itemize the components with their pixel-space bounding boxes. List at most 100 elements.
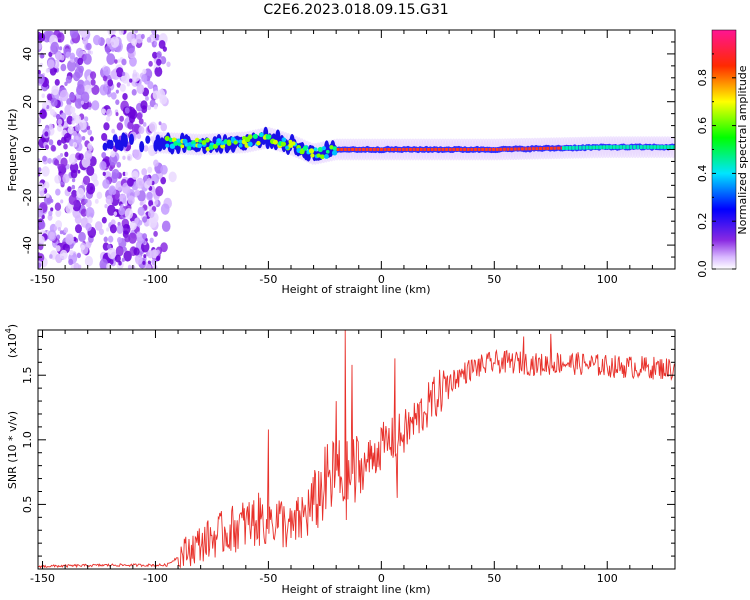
band-peak (520, 147, 524, 151)
noise-blob (60, 199, 64, 204)
noise-blob (41, 214, 45, 220)
band-highlight (288, 139, 293, 144)
noise-blob (129, 56, 137, 67)
noise-blob (101, 108, 106, 115)
noise-blob (80, 100, 85, 105)
noise-blob (54, 202, 62, 211)
noise-blob (160, 242, 168, 253)
spectrogram-panel: -150 -100 -50 0 50 100 -40 -20 0 20 40 Height of … (6, 29, 676, 296)
band-peak (459, 148, 463, 151)
noise-blob (38, 145, 41, 152)
band-peak (470, 148, 474, 151)
band-peak (506, 147, 510, 151)
y-tick-label: 0 (21, 146, 34, 153)
band-peak (535, 147, 539, 151)
band-peak (466, 148, 470, 151)
noise-blob (137, 206, 145, 216)
band-highlight (247, 134, 253, 140)
noise-blob (142, 122, 147, 127)
noise-blob (41, 102, 47, 109)
noise-blob (118, 30, 124, 36)
noise-blob (151, 30, 158, 35)
band-tail (612, 145, 616, 150)
noise-blob (146, 177, 153, 186)
band-highlight (223, 139, 228, 144)
band-peak (513, 147, 517, 151)
noise-blob (65, 75, 72, 84)
x-tick-label: 100 (597, 572, 618, 585)
band-tail (636, 145, 640, 150)
band-tail (572, 145, 575, 150)
band-highlight (317, 146, 323, 153)
noise-blob (116, 224, 124, 234)
band-tail (616, 145, 619, 150)
noise-blob (115, 67, 124, 78)
noise-blob (70, 169, 78, 179)
noise-blob (145, 95, 149, 102)
band-peak (408, 148, 412, 151)
band-tail (670, 145, 673, 150)
band-tail (595, 145, 599, 150)
colorbar-tick-label: 0.8 (696, 69, 709, 87)
band-tail (606, 145, 609, 150)
band-tail (609, 145, 612, 150)
noise-blob (85, 206, 95, 219)
band-peak (502, 147, 506, 151)
noise-blob (75, 47, 84, 58)
noise-blob (38, 171, 41, 177)
band-peak (398, 148, 402, 151)
band-peak (524, 147, 528, 151)
snr-x-axis-label: Height of straight line (km) (281, 583, 430, 596)
noise-blob (42, 155, 47, 162)
band-highlight (310, 153, 315, 158)
noise-blob (142, 216, 148, 223)
band-tail (653, 145, 657, 150)
band-highlight (259, 132, 264, 137)
noise-blob (135, 177, 145, 189)
band-peak (437, 148, 441, 151)
noise-blob (84, 198, 88, 204)
noise-blob (138, 126, 145, 134)
noise-blob (126, 153, 133, 162)
band-peak (546, 146, 550, 150)
noise-blob (49, 108, 56, 116)
x-tick-label: 0 (378, 273, 385, 286)
spectrogram-x-ticks: -150 -100 -50 0 50 100 (30, 30, 676, 286)
band-tail (623, 145, 626, 150)
noise-blob (53, 226, 58, 231)
noise-blob (54, 174, 62, 184)
band-tail (643, 145, 646, 150)
band-peak (394, 148, 398, 151)
noise-blob (89, 136, 94, 142)
band-peak (499, 147, 503, 151)
y-tick-label: -40 (21, 236, 34, 254)
band-peak (531, 147, 535, 151)
band-peak (401, 148, 405, 151)
noise-blob (160, 164, 168, 175)
noise-blob (89, 186, 94, 191)
noise-blob (124, 208, 134, 220)
spectrogram-x-axis-label: Height of straight line (km) (281, 283, 430, 296)
noise-blob (166, 61, 171, 68)
band-peak (358, 148, 362, 151)
noise-blob (65, 51, 71, 58)
figure-title: C2E6.2023.018.09.15.G31 (263, 2, 448, 18)
band-peak (600, 145, 604, 149)
noise-blob (123, 250, 132, 262)
noise-blob (87, 102, 92, 108)
noise-blob (153, 104, 158, 110)
noise-blob (77, 57, 84, 66)
band-tail (667, 145, 670, 150)
band-peak (542, 146, 546, 150)
band-peak (426, 148, 430, 151)
noise-blob (110, 186, 115, 193)
noise-blob (82, 175, 91, 186)
noise-blob (48, 51, 53, 58)
band-peak (539, 147, 543, 151)
band-highlight (238, 143, 243, 148)
band-tail (575, 145, 579, 150)
noise-blob (140, 100, 148, 110)
band-highlight (319, 154, 325, 160)
noise-blob (127, 121, 134, 130)
x-tick-label: -50 (259, 572, 277, 585)
